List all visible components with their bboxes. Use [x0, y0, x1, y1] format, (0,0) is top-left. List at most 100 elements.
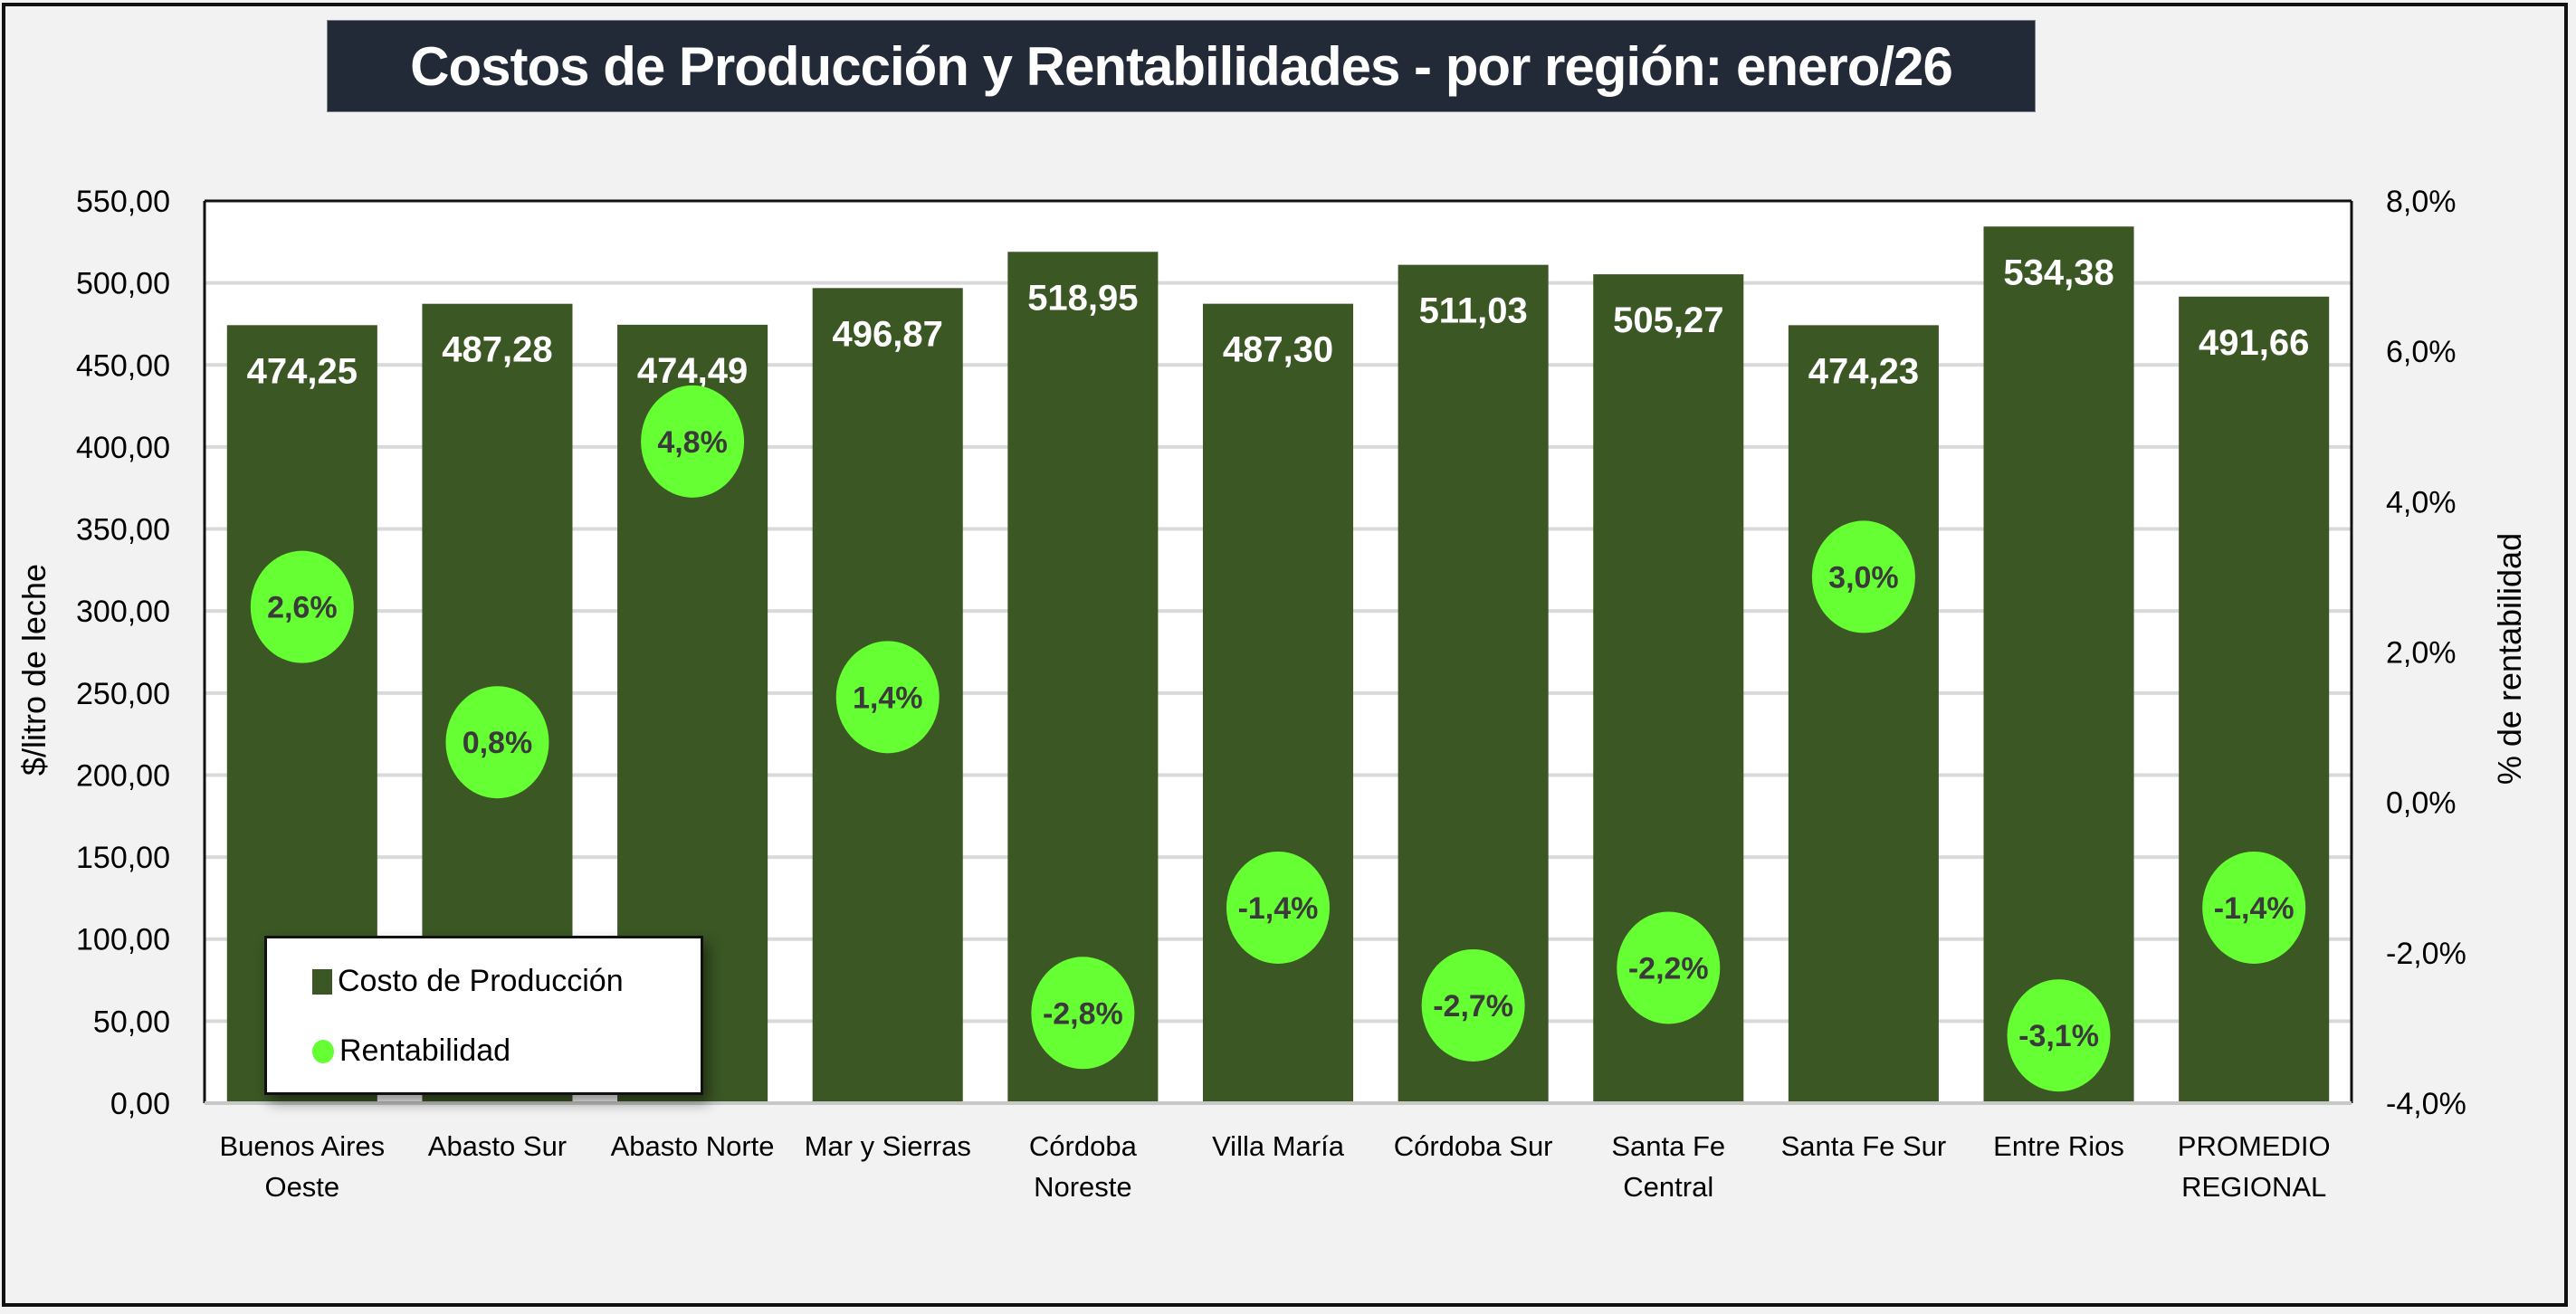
x-tick-label: Córdoba Sur — [1394, 1130, 1553, 1162]
y-tick-label: 350,00 — [76, 513, 170, 548]
y-tick-label: 450,00 — [76, 348, 170, 383]
bar-value-label: 511,03 — [1419, 291, 1528, 331]
x-tick-label: Mar y Sierras — [805, 1130, 971, 1162]
circle-icon — [312, 1039, 334, 1063]
x-tick-label: Santa Fe — [1611, 1130, 1725, 1162]
x-tick-label: Noreste — [1034, 1171, 1132, 1203]
x-tick-label: Santa Fe Sur — [1781, 1130, 1947, 1162]
y-axis-right-title: % de rentabilidad — [2491, 532, 2528, 786]
bar — [2179, 296, 2330, 1103]
marker-value-label: -2,2% — [1628, 951, 1709, 986]
y2-tick-label: -2,0% — [2386, 937, 2466, 971]
marker-dot — [835, 641, 940, 754]
bar-value-label: 487,30 — [1223, 330, 1333, 370]
y2-tick-label: 6,0% — [2386, 335, 2457, 369]
bar-value-label: 518,95 — [1027, 278, 1138, 318]
bar-value-label: 534,38 — [2003, 252, 2113, 292]
rentabilidad-marker: -1,4% — [2202, 851, 2306, 964]
x-tick-label: Buenos Aires — [219, 1130, 385, 1162]
marker-dot — [1226, 851, 1330, 964]
marker-dot — [1421, 948, 1525, 1062]
legend-label: Rentabilidad — [339, 1033, 511, 1068]
rentabilidad-marker: 0,8% — [445, 686, 549, 799]
bar-value-label: 487,28 — [442, 330, 552, 370]
bar — [1788, 325, 1939, 1103]
marker-value-label: 4,8% — [657, 425, 728, 460]
rentabilidad-marker: 1,4% — [835, 641, 940, 754]
markers-group: 2,6% 0,8% 4,8% 1,4% -2,8% -1,4% -2,7% -2,2% 3,0%… — [250, 385, 2306, 1092]
marker-value-label: 2,6% — [267, 591, 338, 625]
rentabilidad-marker: -3,1% — [2007, 979, 2111, 1092]
x-tick-label: Abasto Sur — [428, 1130, 567, 1162]
marker-value-label: -2,7% — [1433, 989, 1513, 1024]
y-axis-right-ticks: -4,0% -2,0% 0,0% 2,0% 4,0% 6,0% 8,0% — [2386, 185, 2466, 1121]
y-tick-label: 50,00 — [93, 1005, 170, 1039]
marker-value-label: -1,4% — [1238, 891, 1319, 926]
marker-value-label: 1,4% — [853, 681, 923, 715]
chart-title: Costos de Producción y Rentabilidades - … — [410, 35, 1953, 97]
x-tick-label: Villa María — [1212, 1130, 1345, 1162]
legend: Costo de Producción Rentabilidad — [264, 936, 703, 1095]
y2-tick-label: 4,0% — [2386, 485, 2457, 519]
bar — [1202, 303, 1354, 1104]
x-axis-ticks: Buenos Aires Oeste Abasto Sur Abasto Norte M… — [219, 1130, 2330, 1203]
y-tick-label: 100,00 — [76, 923, 170, 957]
bar-value-label: 496,87 — [833, 314, 943, 354]
x-tick-label: Entre Rios — [1993, 1130, 2124, 1162]
bar-value-label: 474,49 — [637, 351, 748, 391]
y-tick-label: 550,00 — [76, 185, 170, 219]
y-axis-left-title: $/litro de leche — [15, 563, 52, 776]
bar-value-label: 491,66 — [2199, 323, 2309, 363]
x-tick-label: Abasto Norte — [611, 1130, 775, 1162]
marker-dot — [250, 550, 354, 663]
y-axis-left-ticks: 0,00 50,00 100,00 150,00 200,00 250,00 300,00 3… — [76, 185, 170, 1121]
bar-value-label: 474,23 — [1808, 351, 1919, 391]
x-tick-label: PROMEDIO — [2178, 1130, 2331, 1162]
rentabilidad-marker: 4,8% — [641, 385, 745, 498]
marker-dot — [641, 385, 745, 498]
marker-dot — [1031, 957, 1135, 1070]
bar — [1983, 226, 2134, 1103]
y-tick-label: 200,00 — [76, 758, 170, 793]
x-tick-label: REGIONAL — [2181, 1171, 2326, 1203]
marker-value-label: -1,4% — [2214, 891, 2295, 926]
y2-tick-label: -4,0% — [2386, 1087, 2466, 1121]
legend-label: Costo de Producción — [338, 964, 624, 998]
x-tick-label: Córdoba — [1029, 1130, 1138, 1162]
marker-dot — [2202, 851, 2306, 964]
rentabilidad-marker: 3,0% — [1811, 520, 1915, 633]
marker-dot — [445, 686, 549, 799]
marker-value-label: -2,8% — [1043, 996, 1123, 1031]
legend-item-costo: Costo de Producción — [312, 964, 624, 999]
bar-value-label: 474,25 — [247, 351, 358, 391]
plot-frame — [203, 199, 2353, 1105]
y2-tick-label: 0,0% — [2386, 786, 2457, 821]
y2-tick-label: 2,0% — [2386, 636, 2457, 671]
x-tick-label: Central — [1623, 1171, 1713, 1203]
marker-dot — [1811, 520, 1915, 633]
y-tick-label: 250,00 — [76, 677, 170, 711]
x-tick-label: Oeste — [264, 1171, 339, 1203]
rentabilidad-marker: -2,7% — [1421, 948, 1525, 1062]
marker-value-label: -3,1% — [2018, 1019, 2099, 1053]
y-tick-label: 0,00 — [110, 1087, 170, 1121]
marker-dot — [1617, 911, 1721, 1024]
bar-value-label: 505,27 — [1613, 300, 1723, 340]
rentabilidad-marker: -2,2% — [1617, 911, 1721, 1024]
marker-value-label: 3,0% — [1828, 560, 1899, 595]
rentabilidad-marker: -1,4% — [1226, 851, 1330, 964]
legend-item-rentabilidad: Rentabilidad — [312, 1033, 510, 1069]
y2-tick-label: 8,0% — [2386, 185, 2457, 219]
chart-title-box: Costos de Producción y Rentabilidades - … — [327, 20, 2036, 112]
bar-labels-group: 474,25 487,28 474,49 496,87 518,95 487,30 511,… — [247, 252, 2310, 391]
marker-value-label: 0,8% — [463, 726, 533, 760]
rentabilidad-marker: 2,6% — [250, 550, 354, 663]
y-tick-label: 500,00 — [76, 267, 170, 301]
rentabilidad-marker: -2,8% — [1031, 957, 1135, 1070]
y-tick-label: 300,00 — [76, 595, 170, 629]
y-tick-label: 400,00 — [76, 431, 170, 465]
square-icon — [312, 968, 332, 995]
marker-dot — [2007, 979, 2111, 1092]
y-tick-label: 150,00 — [76, 841, 170, 875]
